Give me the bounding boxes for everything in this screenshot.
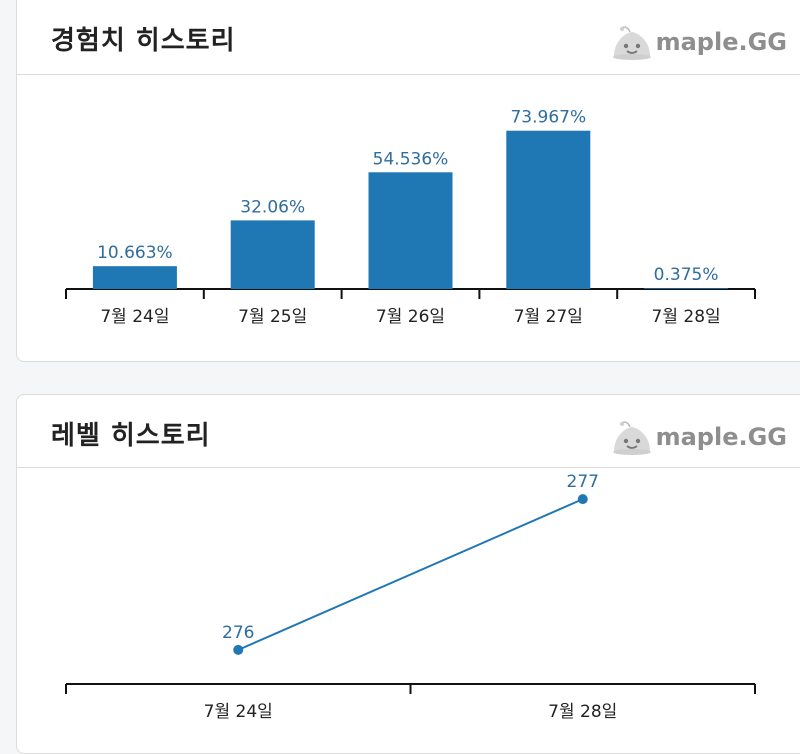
level-card-title: 레벨 히스토리 <box>51 421 211 451</box>
x-tick-label: 7월 26일 <box>376 307 445 327</box>
x-tick-label: 7월 27일 <box>514 307 583 327</box>
level-line-chart: 276 7월 24일 277 7월 28일 <box>65 472 756 722</box>
level-history-card: 레벨 히스토리 maple.GG 276 7월 24일 277 7월 28일 <box>16 394 800 754</box>
slime-mascot-icon <box>612 421 651 455</box>
x-tick-label: 7월 28일 <box>548 702 617 722</box>
bar-value-label: 10.663% <box>97 243 173 263</box>
exp-history-card: 경험치 히스토리 maple.GG 10.663% 7월 24일 32.06% 7월 … <box>16 0 800 362</box>
point-value-label: 276 <box>222 623 254 643</box>
series-line <box>237 498 584 651</box>
bar-value-label: 54.536% <box>373 149 449 169</box>
bar <box>506 130 591 289</box>
brand-text: maple.GG <box>655 28 787 56</box>
exp-bar-chart: 10.663% 7월 24일 32.06% 7월 25일 54.536% 7월 26일 73… <box>65 108 756 327</box>
point-value-label: 277 <box>567 472 599 492</box>
exp-card-title: 경험치 히스토리 <box>51 26 236 56</box>
data-point <box>233 644 244 655</box>
data-point <box>577 494 588 505</box>
bar-value-label: 32.06% <box>240 197 305 217</box>
x-tick-label: 7월 25일 <box>238 307 307 327</box>
brand-text: maple.GG <box>655 423 787 451</box>
level-card-header: 레벨 히스토리 maple.GG <box>17 395 800 468</box>
x-tick-label: 7월 24일 <box>204 702 273 722</box>
bar <box>92 266 177 289</box>
bar <box>644 288 729 289</box>
exp-card-header: 경험치 히스토리 maple.GG <box>17 0 800 75</box>
bar-value-label: 73.967% <box>510 108 586 128</box>
x-tick-label: 7월 28일 <box>652 307 721 327</box>
x-tick-label: 7월 24일 <box>100 307 169 327</box>
maplegg-logo[interactable]: maple.GG <box>610 22 787 62</box>
bar <box>230 220 315 289</box>
slime-mascot-icon <box>612 26 651 60</box>
bar <box>368 172 453 289</box>
bar-value-label: 0.375% <box>654 265 719 285</box>
maplegg-logo[interactable]: maple.GG <box>610 417 787 457</box>
